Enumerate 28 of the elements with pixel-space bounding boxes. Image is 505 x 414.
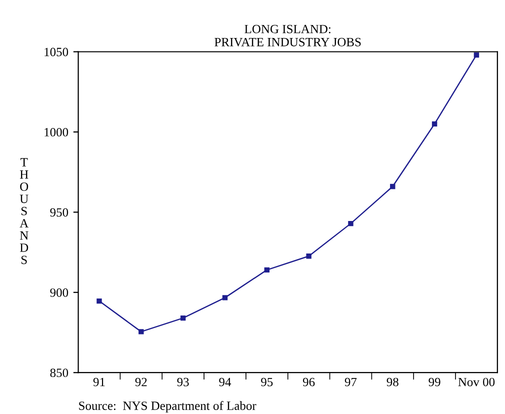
chart-title: LONG ISLAND: PRIVATE INDUSTRY JOBS <box>214 24 361 46</box>
y-tick-label: 900 <box>50 288 68 297</box>
point <box>432 121 438 127</box>
point <box>264 267 270 273</box>
text: THOUSANDS <box>20 158 29 264</box>
point <box>390 184 396 190</box>
point <box>474 52 480 58</box>
x-tick-label: 96 <box>302 378 315 386</box>
x-tick-label: 98 <box>386 378 398 386</box>
x-tick-label: 93 <box>177 378 189 386</box>
point <box>306 254 312 259</box>
x-tick-label: 91 <box>93 378 105 386</box>
x-tick-label: Nov 00 <box>458 378 495 386</box>
x-tick-label: 95 <box>261 378 273 386</box>
x-tick-label: 99 <box>428 378 440 386</box>
point <box>96 298 102 304</box>
point <box>348 220 354 226</box>
y-tick-label: 1050 <box>44 48 68 56</box>
point <box>222 295 228 300</box>
x-tick-label: 97 <box>344 378 357 386</box>
source-note: Source: NYS Department of Labor <box>79 401 256 413</box>
y-tick-label: 1000 <box>44 128 68 136</box>
y-tick-label: 850 <box>50 368 68 378</box>
x-tick-label: 92 <box>135 378 147 386</box>
point <box>138 329 144 334</box>
y-tick-label: 950 <box>50 208 68 217</box>
x-tick-label: 94 <box>219 378 232 386</box>
point <box>180 315 186 321</box>
